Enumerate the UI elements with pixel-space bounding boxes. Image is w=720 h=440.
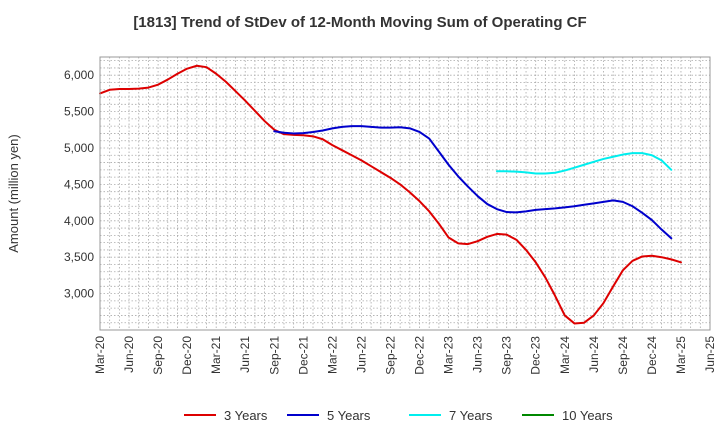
x-tick-label: Dec-22 (413, 336, 427, 375)
x-tick-label: Mar-20 (93, 336, 107, 374)
x-tick-label: Mar-24 (558, 336, 572, 374)
y-tick-label: 5,500 (64, 105, 94, 119)
series-line-5-years (273, 125, 673, 240)
x-tick-label: Dec-21 (296, 336, 310, 375)
x-tick-label: Dec-24 (645, 336, 659, 375)
x-tick-label: Mar-21 (209, 336, 223, 374)
y-tick-labels: 3,000 3,500 4,000 4,500 5,000 5,500 6,000 (64, 68, 94, 300)
x-tick-label: Sep-24 (616, 336, 630, 375)
x-tick-label: Jun-23 (471, 336, 485, 373)
plot-frame (99, 56, 711, 331)
legend-label: 10 Years (562, 408, 613, 423)
y-tick-label: 4,500 (64, 177, 94, 191)
x-tick-label: Dec-23 (529, 336, 543, 375)
x-tick-label: Sep-22 (383, 336, 397, 375)
y-tick-label: 4,000 (64, 214, 94, 228)
x-tick-label: Dec-20 (180, 336, 194, 375)
x-tick-label: Jun-21 (238, 336, 252, 373)
series-line-3-years (99, 64, 682, 325)
x-tick-label: Mar-23 (442, 336, 456, 374)
x-tick-label: Sep-20 (151, 336, 165, 375)
y-tick-label: 5,000 (64, 141, 94, 155)
plot-area (100, 57, 710, 330)
y-tick-label: 3,500 (64, 250, 94, 264)
y-axis-label: Amount (million yen) (6, 134, 21, 253)
chart-title: [1813] Trend of StDev of 12-Month Moving… (133, 14, 587, 31)
x-tick-label: Mar-22 (325, 336, 339, 374)
x-tick-label: Sep-21 (267, 336, 281, 375)
x-tick-label: Jun-22 (354, 336, 368, 373)
x-tick-label: Jun-24 (587, 336, 601, 373)
legend: 3 Years 5 Years 7 Years 10 Years (184, 408, 613, 423)
legend-label: 3 Years (224, 408, 268, 423)
series-line-7-years (495, 152, 673, 175)
legend-label: 7 Years (449, 408, 493, 423)
x-tick-label: Jun-20 (122, 336, 136, 373)
y-tick-label: 3,000 (64, 287, 94, 301)
legend-label: 5 Years (327, 408, 371, 423)
x-tick-label: Mar-25 (674, 336, 688, 374)
y-tick-label: 6,000 (64, 68, 94, 82)
x-tick-label: Jun-25 (703, 336, 717, 373)
x-tick-label: Sep-23 (500, 336, 514, 375)
x-tick-labels: Mar-20 Jun-20 Sep-20 Dec-20 Mar-21 Jun-21 Sep-… (93, 336, 717, 375)
series-layer (99, 64, 682, 325)
grid-layer (100, 57, 710, 330)
